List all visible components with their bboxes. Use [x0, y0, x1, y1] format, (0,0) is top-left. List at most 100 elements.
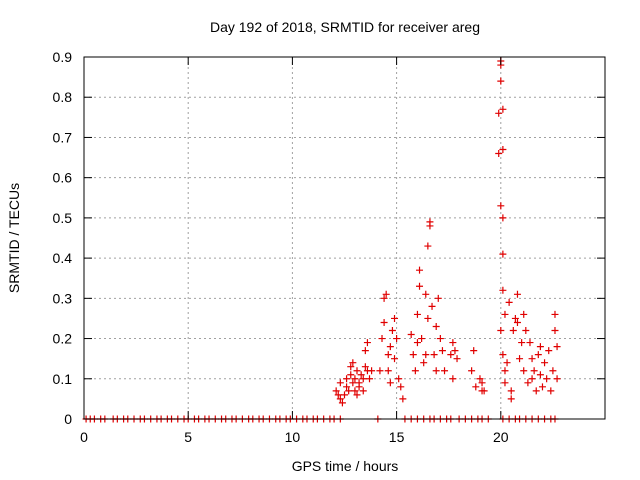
data-point [507, 387, 515, 395]
data-point [497, 77, 505, 85]
data-point [499, 105, 507, 113]
data-point [422, 290, 430, 298]
data-point [534, 351, 542, 359]
y-tick-label: 0.2 [53, 331, 73, 347]
data-point [530, 367, 538, 375]
data-point [388, 327, 396, 335]
data-point [361, 363, 369, 371]
y-tick-label: 0.9 [53, 49, 73, 65]
data-point [553, 375, 561, 383]
data-point [355, 383, 363, 391]
data-point [416, 266, 424, 274]
data-point [422, 351, 430, 359]
data-point [497, 202, 505, 210]
data-point [438, 347, 446, 355]
data-point [361, 347, 369, 355]
data-point [449, 339, 457, 347]
data-point [528, 375, 536, 383]
data-point [359, 387, 367, 395]
plot-frame [83, 56, 606, 420]
data-point [411, 367, 419, 375]
y-tick-label: 0.7 [53, 129, 73, 145]
x-tick-label: 10 [285, 429, 301, 445]
data-point [547, 387, 555, 395]
data-point [520, 310, 528, 318]
data-point [391, 355, 399, 363]
data-point [447, 351, 455, 359]
y-axis-label: SRMTID / TECUs [6, 183, 22, 293]
data-point [501, 379, 509, 387]
data-point [499, 214, 507, 222]
data-point [397, 383, 405, 391]
data-point [518, 339, 526, 347]
data-point [449, 375, 457, 383]
data-point [336, 379, 344, 387]
data-point [499, 286, 507, 294]
x-axis-label: GPS time / hours [292, 458, 399, 474]
data-point [501, 310, 509, 318]
data-point [336, 395, 344, 403]
data-point [368, 367, 376, 375]
grid [84, 57, 605, 419]
data-point [507, 395, 515, 403]
data-point [386, 343, 394, 351]
data-point [343, 383, 351, 391]
data-point [382, 290, 390, 298]
data-point [495, 150, 503, 158]
data-point [434, 294, 442, 302]
data-point [513, 318, 521, 326]
y-tick-label: 0.4 [53, 250, 73, 266]
data-point [553, 343, 561, 351]
data-point [536, 343, 544, 351]
y-tick-label: 0.6 [53, 170, 73, 186]
data-point [453, 355, 461, 363]
data-point [499, 250, 507, 258]
data-point [345, 387, 353, 395]
chart-title: Day 192 of 2018, SRMTID for receiver are… [210, 19, 480, 35]
data-point [349, 359, 357, 367]
data-point [543, 375, 551, 383]
data-point [413, 339, 421, 347]
data-point [503, 359, 511, 367]
data-point [420, 359, 428, 367]
data-point [536, 371, 544, 379]
data-point [349, 379, 357, 387]
data-point [384, 351, 392, 359]
data-point [528, 355, 536, 363]
data-point [334, 391, 342, 399]
data-point [499, 351, 507, 359]
data-point [549, 367, 557, 375]
data-point [451, 347, 459, 355]
data-point [441, 367, 449, 375]
data-point [495, 109, 503, 117]
x-tick-label: 0 [80, 429, 88, 445]
data-point [347, 363, 355, 371]
y-axis-ticks: 0 0.1 0.2 0.3 0.4 0.5 0.6 0.7 0.8 0.9 [53, 49, 605, 427]
data-point [413, 310, 421, 318]
data-point [424, 242, 432, 250]
data-point [432, 322, 440, 330]
data-point [430, 351, 438, 359]
data-point [418, 335, 426, 343]
data-point [532, 387, 540, 395]
data-point [428, 302, 436, 310]
data-point [384, 367, 392, 375]
data-point [538, 383, 546, 391]
data-point [432, 367, 440, 375]
data-point [357, 371, 365, 379]
data-point [513, 290, 521, 298]
data-point [395, 375, 403, 383]
data-point [526, 339, 534, 347]
data-point [351, 375, 359, 383]
data-point [426, 218, 434, 226]
data-point [380, 318, 388, 326]
data-point [376, 367, 384, 375]
y-tick-label: 0.8 [53, 89, 73, 105]
data-point [551, 327, 559, 335]
data-point [468, 367, 476, 375]
data-point [470, 347, 478, 355]
x-tick-label: 5 [184, 429, 192, 445]
data-point [497, 327, 505, 335]
y-tick-label: 0 [64, 411, 72, 427]
